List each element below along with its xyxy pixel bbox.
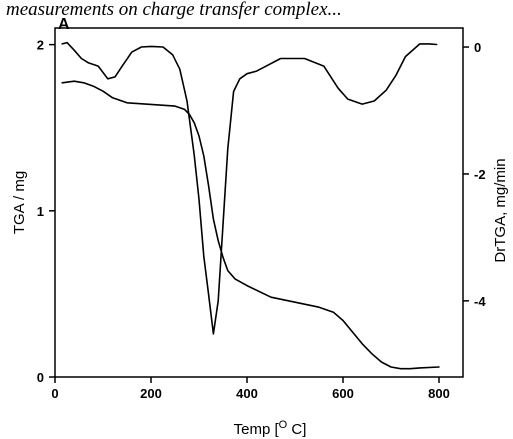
axes-layer: 0 200 400 600 800 0 1 2 -4 -2 0 [37,38,487,401]
y-axis-title: TGA / mg [11,171,28,234]
x-axis-title: Temp [O C] [234,419,307,438]
x-tick-label: 200 [140,386,162,401]
y-tick-label: 2 [37,38,44,53]
plot-frame-layer [54,27,464,378]
y2-tick-label: 0 [474,40,481,55]
figure-caption: measurements on charge transfer complex.… [6,0,342,20]
panel-label: A [58,16,70,33]
x-tick-label: 800 [428,386,450,401]
x-tick-label: 0 [51,386,58,401]
y2-axis-title: DrTGA, mg/min [492,158,509,262]
x-axis-title-pre: Temp [ [234,421,280,438]
x-axis-title-post: C] [287,421,306,438]
y2-tick-label: -4 [474,294,486,309]
y2-tick-label: -2 [474,167,486,182]
y-tick-label: 1 [37,204,44,219]
plot-frame [54,27,464,378]
tga-series-line [61,80,440,370]
x-tick-label: 600 [332,386,354,401]
drtga-series-line [61,41,438,335]
x-axis-title-sup: O [279,419,288,431]
y-tick-label: 0 [37,370,44,385]
x-tick-label: 400 [236,386,258,401]
series-layer [61,41,440,370]
